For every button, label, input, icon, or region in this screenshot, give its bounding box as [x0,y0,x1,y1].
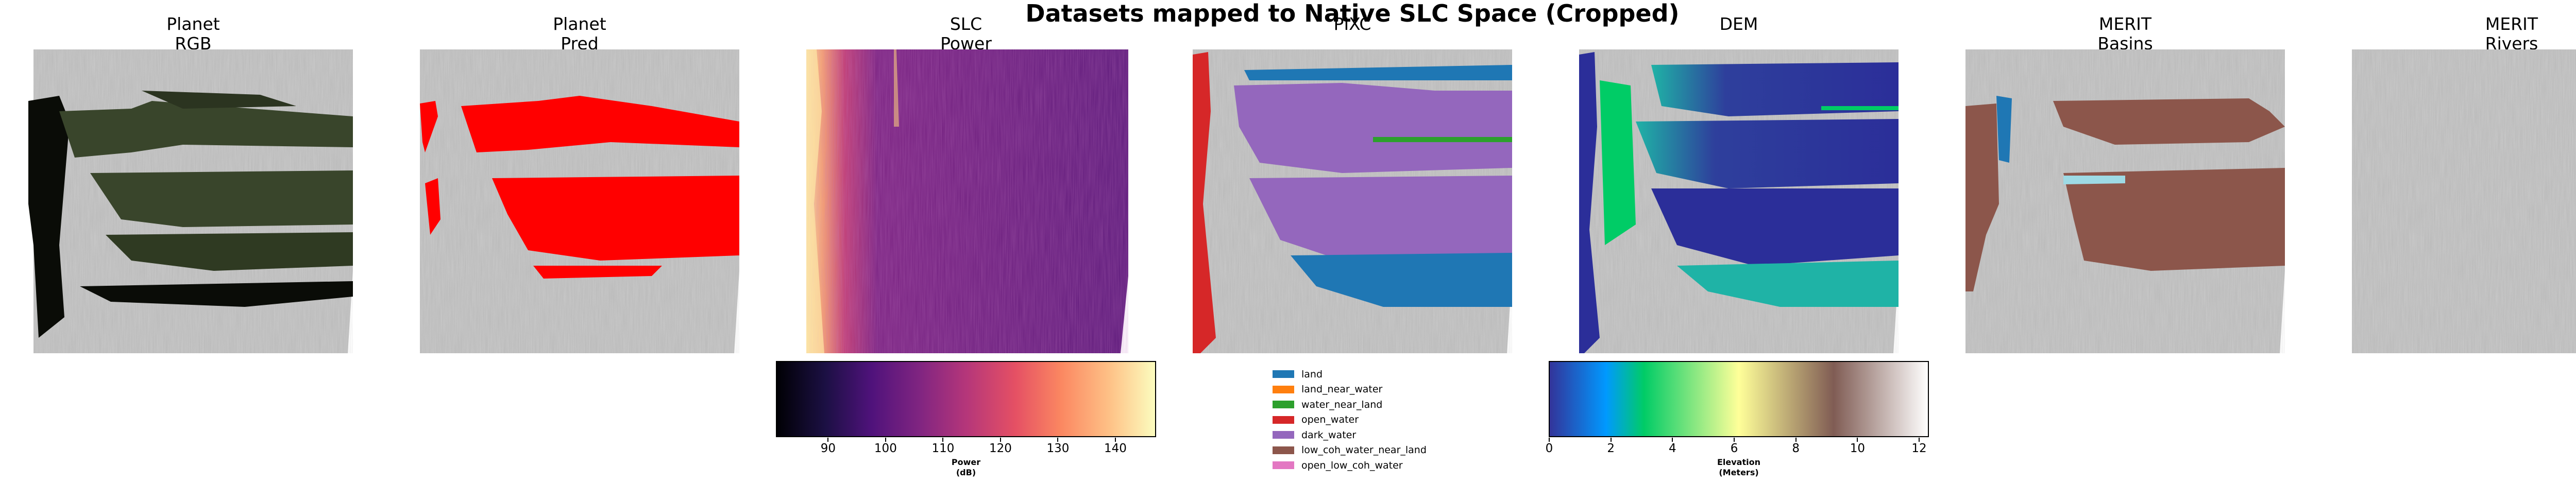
planet-pred-image [415,49,744,353]
pixc-legend: land land_near_water water_near_land ope… [1273,367,1427,473]
elevation-tick-label: 4 [1669,442,1676,455]
elevation-tick-label: 6 [1730,442,1738,455]
dem-image [1574,49,1904,353]
legend-swatch [1273,401,1294,409]
power-tick-mark [1114,438,1116,442]
legend-swatch [1273,446,1294,454]
elevation-tick-mark [1857,438,1858,442]
figure-title: Datasets mapped to Native SLC Space (Cro… [1025,0,1680,27]
legend-swatch [1273,461,1294,470]
legend-item-open-low-coh-water: open_low_coh_water [1273,458,1427,473]
elevation-tick-mark [1795,438,1797,442]
legend-swatch [1273,431,1294,439]
panel-title-merit-basins: MERIT Basins [2097,14,2153,54]
legend-item-dark-water: dark_water [1273,427,1427,443]
pixc-image [1188,49,1517,353]
merit-rivers-image [2347,49,2576,353]
power-colorbar [775,360,1157,438]
elevation-tick-label: 12 [1911,442,1927,455]
legend-item-open-water: open_water [1273,412,1427,428]
power-tick-mark [999,438,1001,442]
elevation-colorbar [1548,360,1929,438]
legend-swatch [1273,385,1294,393]
panel-title-planet-pred: Planet Pred [553,14,606,54]
elevation-tick-mark [1549,438,1550,442]
power-tick-mark [885,438,886,442]
panel-title-planet-rgb: Planet RGB [166,14,220,54]
power-tick-label: 110 [931,442,955,455]
power-tick-mark [1057,438,1059,442]
planet-rgb-image [28,49,358,353]
power-tick-label: 130 [1046,442,1070,455]
legend-item-water-near-land: water_near_land [1273,397,1427,412]
merit-basins-image [1960,49,2290,353]
elevation-tick-label: 10 [1850,442,1865,455]
elevation-colorbar-label: Elevation (Meters) [1717,457,1760,477]
elevation-tick-label: 2 [1607,442,1615,455]
legend-swatch [1273,370,1294,378]
legend-item-low-coh-water-near-land: low_coh_water_near_land [1273,443,1427,458]
panel-title-pixc: PIXC [1333,14,1371,34]
power-tick-label: 100 [874,442,897,455]
elevation-tick-label: 0 [1545,442,1553,455]
power-tick-mark [827,438,829,442]
elevation-tick-mark [1734,438,1735,442]
power-colorbar-label: Power (dB) [951,457,981,477]
power-tick-mark [942,438,944,442]
elevation-tick-mark [1610,438,1612,442]
elevation-tick-label: 8 [1792,442,1800,455]
legend-swatch [1273,416,1294,424]
panel-title-slc-power: SLC Power [940,14,992,54]
legend-item-land: land [1273,367,1427,382]
slc-power-image [801,49,1131,353]
elevation-tick-mark [1919,438,1920,442]
panel-title-merit-rivers: MERIT Rivers [2485,14,2538,54]
legend-item-land-near-water: land_near_water [1273,382,1427,398]
panel-title-dem: DEM [1719,14,1758,34]
power-tick-label: 140 [1104,442,1127,455]
elevation-tick-mark [1672,438,1673,442]
power-tick-label: 90 [820,442,836,455]
power-tick-label: 120 [989,442,1012,455]
